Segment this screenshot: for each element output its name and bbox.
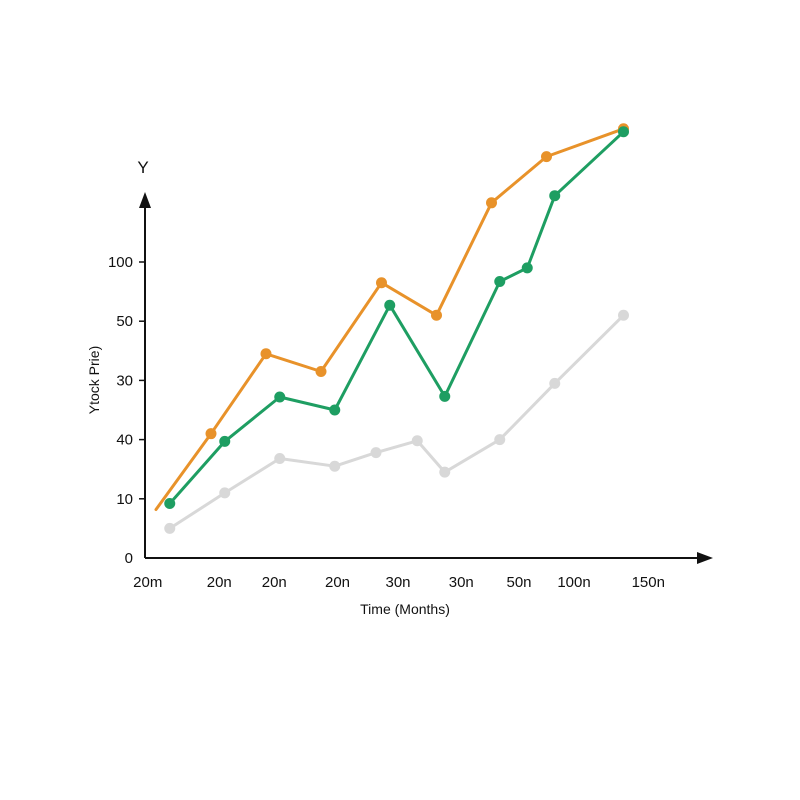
data-point-orange	[431, 309, 442, 321]
data-point-gray	[411, 435, 423, 447]
data-point-gray	[219, 487, 231, 499]
y-axis-symbol: Y	[137, 158, 148, 177]
data-point-gray	[618, 309, 629, 321]
data-point-green	[549, 190, 561, 202]
y-axis-arrow-icon	[139, 192, 151, 208]
x-tick-label: 20m	[133, 574, 162, 591]
data-point-gray	[164, 522, 176, 534]
data-point-green	[439, 390, 451, 402]
x-tick-label: 20n	[325, 574, 350, 591]
data-point-gray	[370, 447, 382, 459]
y-tick-label: 40	[116, 432, 133, 449]
y-axis-title: Ytock Prie)	[86, 346, 102, 414]
data-point-green	[494, 276, 506, 288]
x-axis-arrow-icon	[697, 552, 713, 564]
y-tick-label: 30	[116, 372, 133, 389]
data-point-orange	[486, 197, 497, 209]
data-point-green	[219, 435, 231, 447]
data-point-gray	[549, 377, 561, 389]
data-point-green	[384, 299, 396, 311]
data-point-gray	[329, 460, 341, 472]
y-tick-label: 50	[116, 313, 133, 330]
series-orange	[154, 123, 629, 511]
y-tick-label: 100	[108, 254, 133, 271]
data-point-orange	[315, 366, 327, 378]
data-point-gray	[274, 453, 286, 465]
x-tick-label: 30n	[449, 574, 474, 591]
data-point-gray	[439, 466, 451, 478]
data-point-green	[521, 262, 533, 274]
axes: Y Time (Months) Ytock Prie)	[86, 158, 713, 617]
data-point-gray	[494, 434, 506, 446]
y-ticks: 0 10 40 30 50 100	[108, 254, 145, 567]
series-line-green	[168, 130, 625, 505]
x-tick-label: 20n	[207, 574, 232, 591]
y-tick-label: 0	[125, 550, 133, 567]
x-ticks: 20m 20n 20n 20n 30n 30n 50n 100n 150n	[133, 574, 665, 591]
data-point-green	[329, 404, 341, 416]
x-tick-label: 20n	[262, 574, 287, 591]
data-point-green	[618, 126, 629, 138]
series-line-orange	[154, 127, 625, 511]
data-point-orange	[260, 348, 272, 360]
data-point-orange	[376, 277, 387, 289]
series-gray	[164, 309, 629, 534]
x-tick-label: 50n	[506, 574, 531, 591]
x-tick-label: 150n	[632, 574, 665, 591]
series-group	[154, 123, 629, 534]
y-tick-label: 10	[116, 491, 133, 508]
series-green	[164, 126, 629, 510]
x-tick-label: 30n	[385, 574, 410, 591]
series-line-gray	[168, 313, 625, 530]
data-point-orange	[541, 151, 552, 163]
data-point-green	[164, 498, 176, 510]
x-tick-label: 100n	[557, 574, 590, 591]
data-point-orange	[205, 428, 217, 440]
data-point-green	[274, 391, 286, 403]
x-axis-title: Time (Months)	[360, 601, 450, 617]
